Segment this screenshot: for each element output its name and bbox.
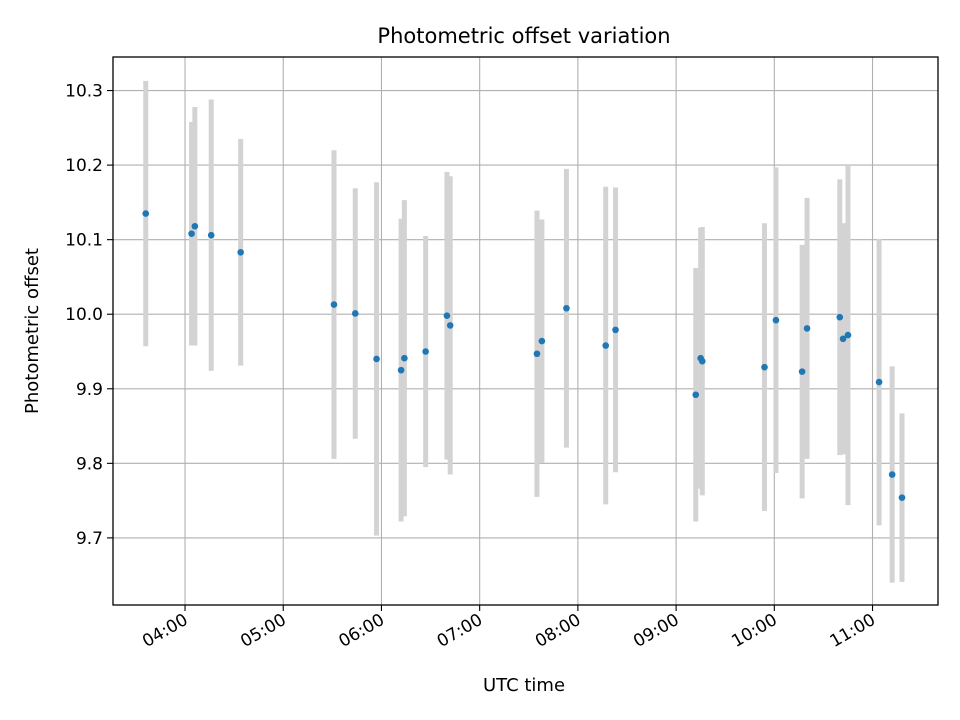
data-points (142, 210, 906, 501)
data-point (875, 378, 883, 386)
data-point (888, 471, 896, 478)
data-point (142, 210, 150, 217)
data-point (188, 230, 195, 238)
data-point (533, 350, 541, 358)
y-tick-label: 9.8 (76, 454, 103, 474)
data-point (401, 354, 408, 362)
data-point (443, 312, 451, 320)
plot-frame (112, 56, 939, 606)
y-tick-label: 10.3 (65, 82, 103, 102)
data-point (612, 326, 619, 334)
data-point (237, 249, 244, 256)
data-point (602, 342, 610, 349)
data-point (772, 316, 780, 324)
data-point (836, 313, 844, 321)
y-tick-label: 10.1 (65, 231, 103, 251)
y-tick-label: 10.2 (65, 156, 103, 176)
data-point (538, 337, 546, 345)
data-point (207, 231, 215, 239)
data-point (373, 355, 380, 363)
y-tick-label: 9.9 (76, 380, 103, 400)
data-point (563, 304, 570, 312)
data-point (761, 363, 768, 371)
y-tick-label: 9.7 (76, 529, 103, 549)
data-point (898, 494, 906, 501)
data-point (698, 357, 706, 365)
data-point (803, 325, 811, 332)
data-point (422, 348, 429, 355)
y-tick-label: 10.0 (65, 305, 103, 325)
y-axis-title: Photometric offset (22, 248, 43, 414)
data-point (839, 335, 847, 343)
data-point (446, 322, 454, 329)
data-point (351, 310, 359, 317)
data-point (191, 222, 199, 230)
y-axis-ticks: 9.7 9.8 9.9 10.0 10.1 10.2 10.3 (65, 82, 113, 549)
data-point (397, 366, 405, 374)
x-axis-title: UTC time (483, 675, 565, 696)
data-point (330, 301, 338, 308)
chart-title: Photometric offset variation (377, 24, 670, 48)
data-point (798, 368, 806, 375)
data-point (692, 391, 700, 399)
data-point (844, 331, 852, 339)
